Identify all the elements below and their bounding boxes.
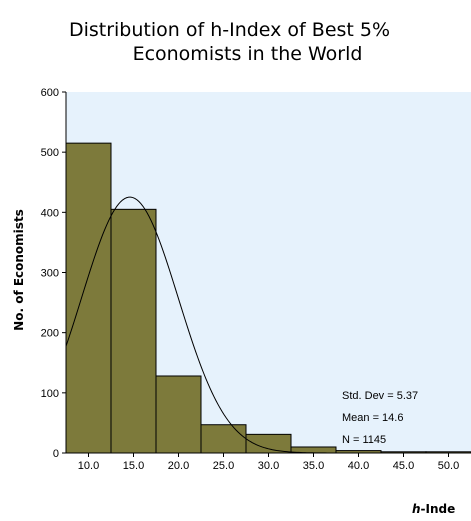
chart-title-line2: Economists in the World — [132, 43, 363, 65]
chart-title-line1: Distribution of h-Index of Best 5% — [68, 19, 391, 41]
y-tick-label-300: 300 — [41, 268, 59, 280]
stat-n: N = 1145 — [342, 434, 386, 446]
stat-mean: Mean = 14.6 — [342, 412, 403, 424]
x-tick-label-30.0: 30.0 — [258, 460, 279, 472]
y-ticks-group: 0 100 200 300 400 500 600 — [41, 87, 66, 460]
x-tick-label-15.0: 15.0 — [123, 460, 144, 472]
x-tick-label-40.0: 40.0 — [348, 460, 369, 472]
x-axis-label-rest: -Inde — [421, 502, 456, 516]
x-tick-label-25.0: 25.0 — [213, 460, 234, 472]
y-tick-label-100: 100 — [41, 388, 59, 400]
x-ticks-group: 10.0 15.0 20.0 25.0 30.0 35.0 40.0 45.0 50.0 — [78, 453, 459, 472]
chart-title: Distribution of h-Index of Best 5% Econo… — [0, 18, 471, 66]
x-tick-label-35.0: 35.0 — [303, 460, 324, 472]
x-tick-label-50.0: 50.0 — [438, 460, 459, 472]
bar-20 — [155, 375, 202, 454]
bar-25 — [200, 424, 247, 454]
bar-30 — [245, 433, 292, 454]
x-axis-label-italic: h — [412, 502, 421, 516]
x-axis-label: h-Inde — [412, 502, 455, 516]
y-axis-label: No. of Economists — [12, 209, 26, 331]
y-tick-label-200: 200 — [41, 328, 59, 340]
x-tick-label-10.0: 10.0 — [78, 460, 99, 472]
y-tick-label-500: 500 — [41, 147, 59, 159]
y-tick-label-600: 600 — [41, 87, 59, 99]
stat-std-dev: Std. Dev = 5.37 — [342, 390, 418, 402]
bar-15 — [110, 208, 157, 454]
x-tick-label-45.0: 45.0 — [393, 460, 414, 472]
x-tick-label-20.0: 20.0 — [168, 460, 189, 472]
y-tick-label-0: 0 — [53, 448, 59, 460]
y-tick-label-400: 400 — [41, 207, 59, 219]
bar-10 — [65, 142, 112, 454]
